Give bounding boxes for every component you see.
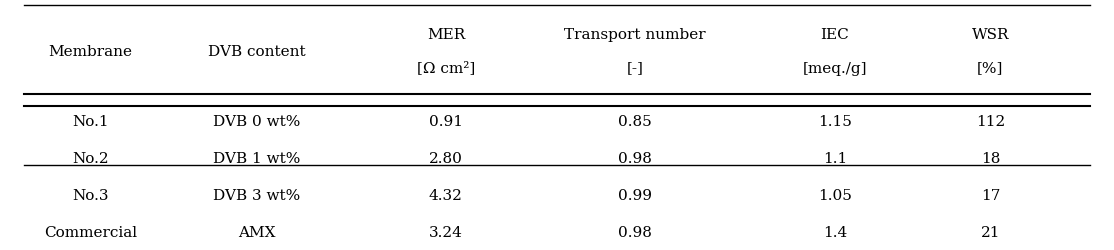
Text: 0.85: 0.85 [618, 115, 652, 129]
Text: 0.99: 0.99 [618, 188, 652, 202]
Text: 1.15: 1.15 [818, 115, 852, 129]
Text: DVB 0 wt%: DVB 0 wt% [213, 115, 301, 129]
Text: 1.1: 1.1 [822, 152, 847, 166]
Text: [meq./g]: [meq./g] [802, 61, 867, 75]
Text: [%]: [%] [977, 61, 1004, 75]
Text: 0.98: 0.98 [618, 225, 652, 239]
Text: 4.32: 4.32 [429, 188, 462, 202]
Text: MER: MER [427, 28, 465, 42]
Text: 18: 18 [980, 152, 1000, 166]
Text: Membrane: Membrane [48, 44, 133, 59]
Text: DVB 1 wt%: DVB 1 wt% [213, 152, 301, 166]
Text: 0.91: 0.91 [429, 115, 463, 129]
Text: 1.4: 1.4 [822, 225, 847, 239]
Text: DVB 3 wt%: DVB 3 wt% [214, 188, 301, 202]
Text: 112: 112 [976, 115, 1005, 129]
Text: No.1: No.1 [72, 115, 108, 129]
Text: AMX: AMX [238, 225, 276, 239]
Text: 2.80: 2.80 [429, 152, 462, 166]
Text: WSR: WSR [971, 28, 1009, 42]
Text: 17: 17 [980, 188, 1000, 202]
Text: DVB content: DVB content [208, 44, 305, 59]
Text: IEC: IEC [820, 28, 849, 42]
Text: 21: 21 [980, 225, 1000, 239]
Text: 3.24: 3.24 [429, 225, 462, 239]
Text: Commercial: Commercial [43, 225, 137, 239]
Text: 0.98: 0.98 [618, 152, 652, 166]
Text: Transport number: Transport number [564, 28, 705, 42]
Text: [Ω cm²]: [Ω cm²] [417, 61, 475, 75]
Text: No.2: No.2 [72, 152, 108, 166]
Text: [-]: [-] [626, 61, 643, 75]
Text: 1.05: 1.05 [818, 188, 852, 202]
Text: No.3: No.3 [72, 188, 108, 202]
